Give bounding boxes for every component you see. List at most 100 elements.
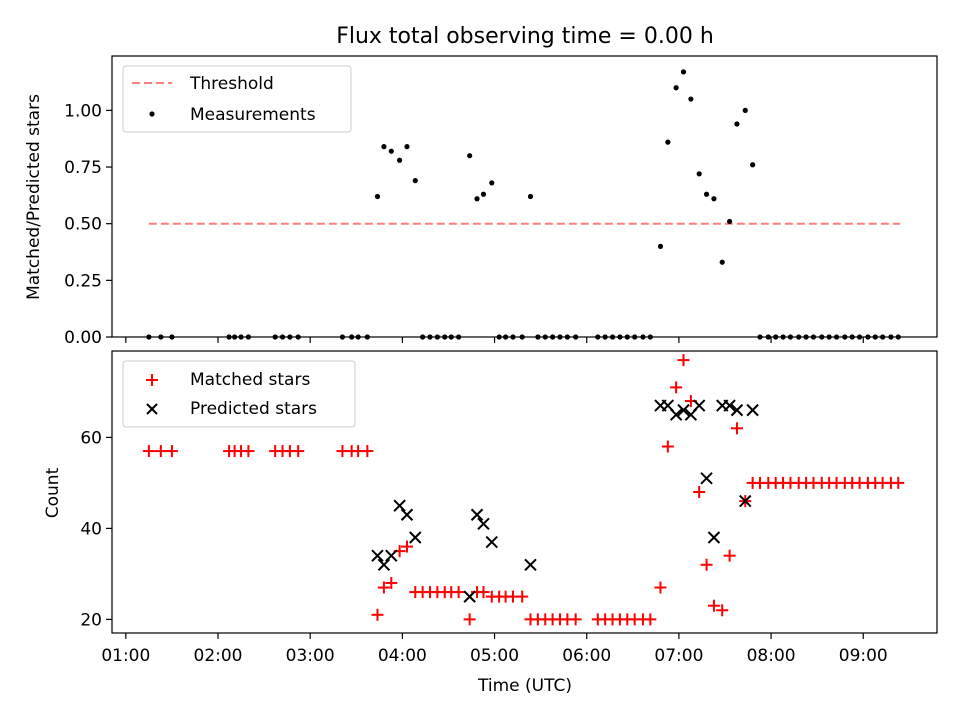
top-plot-frame	[111, 55, 938, 338]
measurement-point	[696, 171, 702, 177]
bottom-y-tick-label: 40	[80, 519, 102, 539]
predicted-star-point	[669, 408, 683, 421]
predicted-legend-label: Predicted stars	[190, 399, 317, 419]
bottom-x-tick-label: 07:00	[654, 646, 703, 666]
bottom-plot-frame	[111, 350, 938, 634]
bottom-x-tick-label: 06:00	[562, 646, 611, 666]
bottom-y-tick-label: 20	[80, 610, 102, 630]
predicted-star-point	[393, 499, 406, 512]
measurement-point	[381, 144, 387, 150]
predicted-star-point	[723, 399, 736, 412]
matched-star-point	[723, 549, 736, 562]
threshold-legend-label: Threshold	[189, 74, 274, 94]
bottom-y-tick-label: 60	[80, 428, 102, 448]
predicted-star-point	[730, 403, 744, 417]
predicted-legend-marker	[146, 403, 158, 415]
bottom-x-tick-label: 09:00	[839, 646, 888, 666]
matched-star-point	[361, 445, 374, 458]
matched-star-point	[730, 422, 743, 435]
bottom-y-axis-label: Count	[43, 467, 63, 518]
matched-star-point	[292, 445, 305, 458]
measurement-point	[374, 193, 381, 200]
bottom-legend-box	[122, 360, 356, 428]
measurements-legend-label: Measurements	[190, 105, 316, 125]
measurement-point	[412, 178, 418, 184]
matched-star-point	[400, 540, 413, 553]
measurement-point	[719, 259, 725, 265]
matched-legend-label: Matched stars	[190, 370, 310, 390]
matched-star-point	[477, 586, 490, 599]
measurement-point	[474, 196, 480, 202]
predicted-star-point	[707, 531, 721, 544]
predicted-star-point	[400, 508, 414, 521]
predicted-star-point	[371, 549, 384, 562]
measurement-point	[673, 85, 679, 91]
matched-star-point	[242, 445, 255, 458]
measurements-legend-marker	[149, 111, 155, 117]
matched-star-point	[661, 440, 674, 453]
measurement-point	[750, 162, 756, 168]
matched-star-point	[716, 604, 729, 617]
matched-stars-points	[142, 354, 905, 626]
measurement-point	[527, 193, 534, 200]
matched-star-point	[693, 486, 706, 498]
top-panel: Matched/Predicted stars 0.00 0.25 0.50 0.75…	[24, 55, 938, 348]
predicted-star-point	[477, 517, 490, 531]
measurement-point	[396, 157, 403, 163]
top-y-axis-label: Matched/Predicted stars	[24, 94, 44, 300]
measurement-point	[734, 121, 740, 127]
matched-star-point	[677, 354, 690, 367]
measurement-point	[467, 153, 473, 159]
predicted-star-point	[746, 403, 759, 417]
top-y-tick-label: 0.25	[64, 271, 102, 291]
figure-title: Flux total observing time = 0.00 h	[336, 24, 714, 49]
matched-star-point	[463, 613, 476, 626]
measurement-point	[404, 144, 410, 150]
bottom-x-tick-label: 08:00	[747, 646, 796, 666]
matched-star-point	[165, 445, 178, 458]
predicted-star-point	[385, 549, 398, 562]
x-axis-label: Time (UTC)	[477, 676, 572, 696]
predicted-star-point	[485, 535, 498, 549]
matched-star-point	[700, 558, 713, 571]
predicted-star-point	[739, 494, 752, 508]
matched-star-point	[142, 445, 155, 458]
matched-star-point	[154, 445, 167, 458]
bottom-x-tick-label: 01:00	[101, 646, 150, 666]
predicted-star-point	[677, 403, 690, 417]
bottom-panel: Count Time (UTC) 20 40 60 01:00 02:00 03:00 04…	[43, 350, 938, 696]
matched-star-point	[516, 590, 529, 603]
matched-star-point	[377, 581, 390, 594]
measurement-point	[489, 180, 495, 186]
matched-star-point	[707, 599, 720, 612]
measurement-point	[711, 196, 717, 202]
predicted-star-point	[463, 590, 476, 603]
measurement-point	[665, 139, 671, 145]
predicted-star-point	[377, 558, 391, 571]
top-legend: Threshold Measurements	[122, 65, 352, 133]
measurement-point	[703, 191, 710, 197]
matched-legend-marker	[146, 374, 158, 386]
matched-star-point	[569, 613, 582, 626]
matched-star-point	[644, 613, 657, 626]
measurement-point	[657, 243, 664, 249]
bottom-x-tick-label: 03:00	[286, 646, 335, 666]
bottom-x-tick-label: 05:00	[470, 646, 519, 666]
predicted-star-point	[700, 472, 713, 485]
bottom-x-tick-label: 04:00	[378, 646, 427, 666]
matched-star-point	[892, 476, 905, 489]
matched-star-point	[371, 608, 384, 621]
measurement-point	[680, 69, 687, 75]
measurement-point	[688, 96, 694, 102]
measurement-point	[480, 191, 487, 197]
bottom-x-tick-label: 02:00	[194, 646, 243, 666]
bottom-axis-ticks: 20 40 60 01:00 02:00 03:00 04:00 05:00 06:00 07:0…	[80, 428, 887, 666]
top-y-tick-label: 0.50	[64, 215, 102, 235]
predicted-star-point	[409, 531, 422, 544]
top-y-tick-label: 0.00	[64, 328, 102, 348]
top-y-tick-label: 0.75	[64, 158, 102, 178]
bottom-legend: Matched stars Predicted stars	[122, 360, 356, 428]
matched-star-point	[654, 581, 667, 594]
predicted-stars-points	[371, 399, 759, 603]
